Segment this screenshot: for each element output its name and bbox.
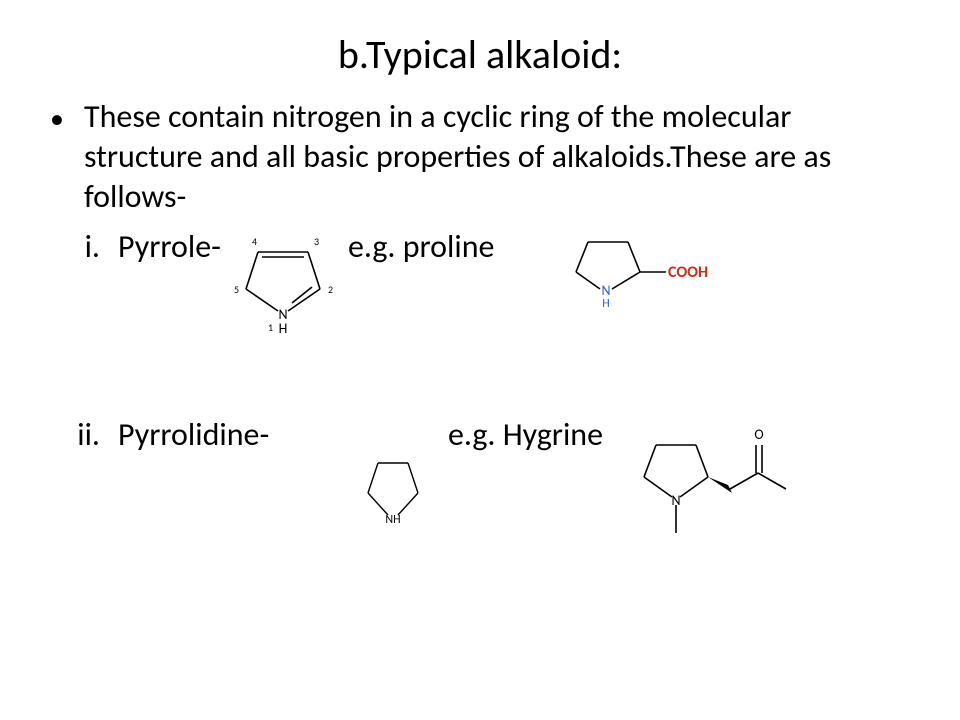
list-item: i. Pyrrole-	[50, 227, 910, 357]
pyrrolidine-structure: NH	[348, 415, 448, 553]
example-label: e.g. Hygrine	[448, 415, 628, 455]
roman-numeral: ii.	[50, 415, 118, 455]
pyrrole-structure: N H 1 2 3 4 5	[228, 227, 338, 337]
list-item: ii. Pyrrolidine- NH e.g. Hygrine	[50, 415, 910, 565]
svg-text:3: 3	[314, 235, 319, 248]
svg-text:COOH: COOH	[668, 263, 708, 282]
proline-structure: N H COOH	[548, 227, 748, 307]
slide-content: • These contain nitrogen in a cyclic rin…	[50, 97, 910, 565]
svg-text:5: 5	[234, 283, 239, 296]
spacer	[50, 357, 910, 407]
item-name-text: Pyrrole-	[118, 227, 221, 266]
intro-text: These contain nitrogen in a cyclic ring …	[84, 97, 910, 217]
hygrine-structure: N O	[628, 415, 828, 565]
svg-text:H: H	[602, 297, 609, 307]
svg-text:2: 2	[328, 283, 333, 296]
bullet-icon: •	[50, 97, 84, 137]
svg-text:1: 1	[268, 321, 273, 334]
svg-text:H: H	[279, 320, 288, 337]
slide: b.Typical alkaloid: • These contain nitr…	[0, 0, 960, 595]
intro-bullet: • These contain nitrogen in a cyclic rin…	[50, 97, 910, 217]
roman-numeral: i.	[50, 227, 118, 267]
slide-title: b.Typical alkaloid:	[50, 30, 910, 79]
svg-text:NH: NH	[385, 513, 400, 527]
svg-text:4: 4	[252, 235, 257, 248]
example-label: e.g. proline	[348, 227, 548, 267]
item-name: Pyrrolidine-	[118, 415, 348, 455]
svg-text:O: O	[754, 426, 763, 443]
svg-text:N: N	[671, 492, 680, 509]
item-name: Pyrrole-	[118, 227, 348, 337]
item-name-text: Pyrrolidine-	[118, 415, 269, 454]
